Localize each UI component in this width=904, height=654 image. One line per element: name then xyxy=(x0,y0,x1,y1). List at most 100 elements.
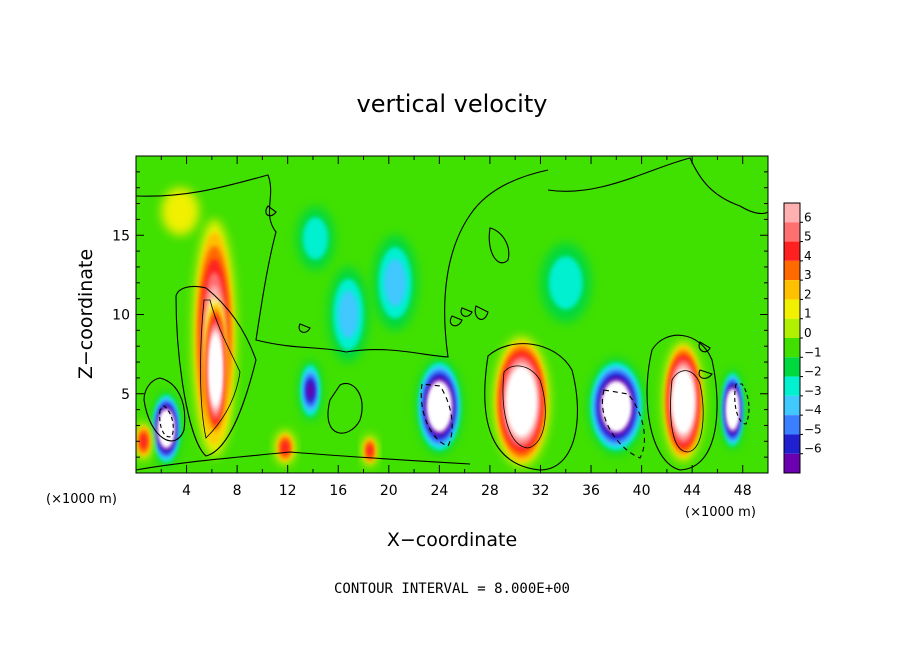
field-cell xyxy=(540,243,592,323)
colorbar-swatch xyxy=(784,338,800,358)
colorbar-label: −3 xyxy=(804,384,822,398)
colorbar-label: 6 xyxy=(804,210,812,224)
colorbar-swatch xyxy=(784,299,800,319)
colorbar-swatch xyxy=(784,453,800,473)
colorbar-label: −1 xyxy=(804,345,822,359)
y-tick-label: 15 xyxy=(112,228,130,244)
contour-zero xyxy=(474,305,489,320)
contour-zero xyxy=(136,169,549,358)
x-tick-label: 48 xyxy=(734,483,752,499)
field-cell xyxy=(373,235,418,331)
colorbar-label: 4 xyxy=(804,249,812,263)
contour-zero xyxy=(265,205,277,217)
contour-dashed xyxy=(420,383,453,447)
field-cell xyxy=(151,392,181,466)
y-axis-label: Z−coordinate xyxy=(75,249,97,379)
field-cell-band xyxy=(140,433,148,449)
x-unit-left: (×1000 m) xyxy=(46,492,117,507)
field-cell-band xyxy=(435,399,443,414)
colorbar-label: −5 xyxy=(804,422,822,436)
field-cell xyxy=(362,434,378,467)
chart-title: vertical velocity xyxy=(357,90,548,118)
contour-zero xyxy=(646,334,718,471)
field-cell xyxy=(588,358,645,454)
colorbar-swatch xyxy=(784,280,800,300)
colorbar-swatch xyxy=(784,241,800,261)
colorbar-label: 1 xyxy=(804,307,812,321)
x-axis-label: X−coordinate xyxy=(387,529,517,551)
contour-dashed xyxy=(159,405,174,438)
field-cell-band xyxy=(612,399,621,414)
colorbar: 6 5 4 3 2 1 0 −1 −2 −3 −4 −5 −6 xyxy=(783,202,822,474)
field-cell-band xyxy=(164,423,169,435)
colorbar-swatch xyxy=(784,222,800,242)
field-cell-band xyxy=(730,403,735,416)
x-tick-label: 28 xyxy=(481,483,499,499)
contour-zero xyxy=(484,343,578,471)
colorbar-swatch xyxy=(784,318,800,338)
field-cell-band xyxy=(307,381,314,400)
x-tick-label: 44 xyxy=(683,483,701,499)
field-cell xyxy=(416,358,463,454)
field-cell-band xyxy=(680,392,687,411)
contour-zero xyxy=(298,323,311,333)
plot-area xyxy=(135,155,769,474)
x-tick-label: 36 xyxy=(582,483,600,499)
contour-thin xyxy=(502,365,546,449)
colorbar-label: −6 xyxy=(804,442,822,456)
field-cell-band xyxy=(281,440,290,455)
x-tick-label: 24 xyxy=(430,483,448,499)
field-cell xyxy=(721,369,744,450)
colorbar-label: 0 xyxy=(804,326,812,340)
colorbar-swatch xyxy=(784,203,800,223)
colorbar-label: −4 xyxy=(804,403,822,417)
contour-zero xyxy=(460,307,473,317)
colorbar-swatch xyxy=(784,376,800,396)
contour-zero xyxy=(698,341,711,353)
x-tick-label: 8 xyxy=(233,483,242,499)
field-cell-band xyxy=(213,359,218,381)
contour-zero xyxy=(698,369,713,379)
y-tick-label: 5 xyxy=(121,387,130,403)
colorbar-swatch xyxy=(784,260,800,281)
field-cell-band xyxy=(302,217,329,260)
contour-thin xyxy=(670,370,704,453)
colorbar-swatch xyxy=(784,395,800,416)
field-cell xyxy=(328,266,369,363)
contour-zero xyxy=(175,285,257,457)
colorbar-swatch xyxy=(784,434,800,454)
contour-zero xyxy=(449,315,463,327)
x-axis: 4 8 12 16 20 24 28 32 36 40 44 48 xyxy=(160,156,752,499)
field-cell xyxy=(493,336,550,467)
colorbar-label: 2 xyxy=(804,287,812,301)
field-cell-band xyxy=(161,187,200,236)
contour-zero xyxy=(327,382,363,434)
contour-interval-note: CONTOUR INTERVAL = 8.000E+00 xyxy=(334,581,570,597)
contour-lines xyxy=(136,157,768,471)
contour-thin xyxy=(200,299,241,439)
colorbar-label: −2 xyxy=(804,365,822,379)
field-cell-band xyxy=(384,259,407,307)
field-cell xyxy=(299,360,322,421)
x-tick-label: 40 xyxy=(633,483,651,499)
x-tick-label: 12 xyxy=(279,483,297,499)
x-tick-label: 16 xyxy=(329,483,347,499)
x-tick-label: 32 xyxy=(532,483,550,499)
contour-dashed xyxy=(734,383,750,425)
contour-zero xyxy=(143,377,186,442)
field-cell xyxy=(204,298,228,442)
field-cell-band xyxy=(338,290,359,339)
field-cell-band xyxy=(366,444,373,458)
field-cell xyxy=(136,422,153,461)
field-cell xyxy=(161,187,200,236)
field-cell xyxy=(275,430,296,466)
field-cell xyxy=(663,341,704,462)
contour-zero xyxy=(547,157,768,215)
x-tick-label: 20 xyxy=(380,483,398,499)
y-tick-label: 10 xyxy=(112,308,130,324)
x-tick-label: 4 xyxy=(182,483,191,499)
y-axis: 5 10 15 xyxy=(112,171,768,458)
contour-zero xyxy=(136,451,471,471)
x-unit-right: (×1000 m) xyxy=(685,505,756,520)
